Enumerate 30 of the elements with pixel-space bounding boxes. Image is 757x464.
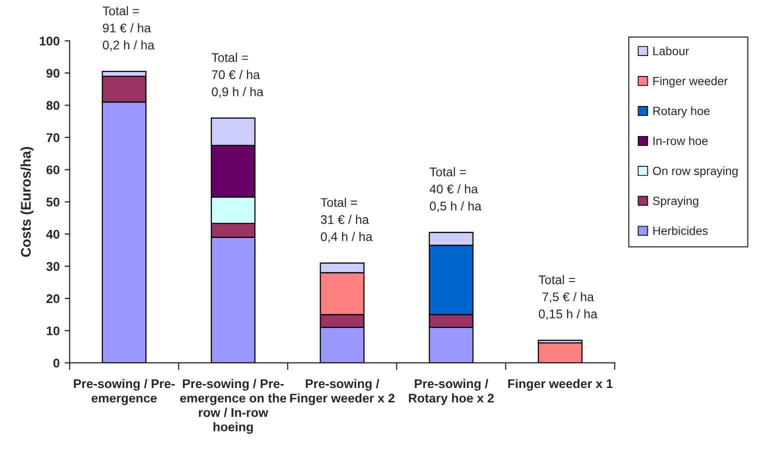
total-label: Total = 31 € / ha 0,4 h / ha [320, 198, 372, 243]
legend-label: Spraying [652, 196, 698, 208]
x-tick-label: Finger weeder x 1 [508, 378, 613, 391]
x-tick-label: Pre-sowing / Pre-emergence on the row / In-row hoeing [180, 378, 286, 434]
y-tick-label: 40 [46, 230, 60, 239]
y-axis-title: Costs (Euros/ha) [20, 146, 34, 257]
y-tick-label: 100 [40, 36, 60, 46]
legend-label: Finger weeder [653, 76, 728, 88]
y-tick-label: 80 [46, 101, 60, 110]
x-tick-label: Pre-sowing / Rotary hoe x 2 [408, 378, 494, 406]
total-label: Total = 40 € / ha 0,5 h / ha [430, 167, 482, 212]
legend-label: Rotary hoe [653, 106, 710, 118]
x-tick-label: Pre-sowing / Finger weeder x 2 [290, 378, 394, 406]
legend-label: On row spraying [652, 166, 738, 178]
total-label: Total = 7,5 € / ha 0,15 h / ha [538, 275, 598, 320]
bar [538, 342, 583, 363]
x-tick-label: Pre-sowing / Pre-emergence [74, 378, 175, 406]
y-tick-label: 30 [46, 262, 60, 271]
total-label: Total = 91 € / ha 0,2 h / ha [102, 6, 154, 51]
y-tick-label: 0 [53, 358, 60, 368]
y-tick-label: 90 [46, 68, 60, 78]
legend-label: In-row hoe [653, 136, 708, 146]
y-tick-label: 10 [46, 326, 60, 336]
y-tick-label: 70 [46, 133, 60, 142]
total-label: Total = 70 € / ha 0,9 h / ha [212, 52, 264, 98]
y-tick-label: 50 [46, 198, 60, 206]
y-tick-label: 20 [46, 294, 60, 304]
y-tick-label: 60 [46, 165, 60, 174]
legend-label: Labour [653, 46, 689, 56]
legend-label: Herbicides [653, 226, 708, 235]
